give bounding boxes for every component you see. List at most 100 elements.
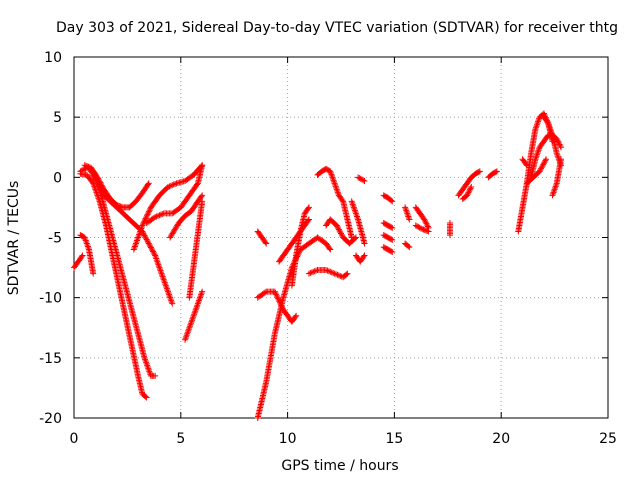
data-point [143, 236, 150, 243]
data-point [406, 216, 413, 223]
data-point [466, 188, 473, 195]
data-point [142, 215, 149, 222]
data-point [335, 226, 342, 233]
series-arc-8 [182, 288, 206, 343]
series-arc-13 [254, 288, 300, 325]
data-point [150, 214, 157, 221]
data-point [98, 188, 105, 195]
data-point [96, 184, 103, 191]
data-point [360, 177, 367, 184]
data-point [292, 313, 299, 320]
data-point [272, 290, 279, 297]
data-point [492, 168, 499, 175]
data-point [416, 224, 423, 231]
data-point [558, 144, 565, 151]
data-point [558, 156, 565, 163]
data-point [554, 137, 561, 144]
series-arc-12 [254, 234, 334, 421]
data-point [145, 240, 152, 247]
data-point [276, 298, 283, 305]
data-point [155, 212, 162, 219]
series-arc-21 [352, 252, 368, 265]
data-point [361, 240, 368, 247]
data-point [313, 267, 320, 274]
data-point [139, 222, 146, 229]
data-point [543, 156, 550, 163]
data-points [71, 110, 565, 421]
data-point [338, 231, 345, 238]
data-point [151, 251, 158, 258]
series-arc-39 [549, 156, 565, 199]
series-arc-33 [459, 183, 475, 202]
data-point [330, 269, 337, 276]
x-tick-label: 15 [385, 431, 403, 447]
x-axis-label: GPS time / hours [281, 458, 398, 474]
series-arc-2 [77, 170, 150, 401]
data-point [170, 181, 177, 188]
y-tick-label: -10 [39, 291, 62, 307]
data-point [164, 183, 171, 190]
data-point [273, 292, 280, 299]
data-point [339, 197, 346, 204]
data-point [172, 180, 179, 187]
data-point [406, 244, 413, 251]
data-point [293, 312, 300, 319]
series-arc-23 [380, 192, 396, 205]
data-point [334, 271, 341, 278]
series-arc-28 [402, 240, 413, 251]
data-point [388, 197, 395, 204]
data-point [93, 177, 100, 184]
data-point [338, 230, 344, 237]
data-point [540, 160, 547, 167]
data-point [467, 185, 474, 192]
data-point [199, 288, 206, 295]
data-point [157, 211, 164, 218]
data-point [142, 233, 149, 240]
data-point [324, 267, 331, 274]
data-point [146, 207, 153, 214]
data-point [475, 168, 482, 175]
data-point [305, 217, 312, 224]
x-tick-label: 20 [492, 431, 510, 447]
series-arc-22 [355, 174, 368, 184]
data-point [544, 118, 551, 125]
data-point [144, 181, 151, 188]
data-point [356, 175, 363, 182]
data-point [310, 268, 317, 275]
data-point [150, 248, 157, 255]
y-axis-label: SDTVAR / TECUs [6, 181, 22, 296]
data-point [541, 158, 548, 165]
x-tick-label: 0 [70, 431, 79, 447]
data-point [468, 183, 475, 190]
data-point [88, 169, 95, 176]
grid [74, 57, 608, 418]
data-point [262, 239, 269, 246]
series-arc-34 [485, 168, 500, 181]
data-point [421, 216, 428, 223]
data-point [538, 165, 545, 172]
series-arc-38 [523, 156, 550, 187]
data-point [542, 157, 549, 164]
data-point [305, 270, 312, 277]
data-point [328, 269, 335, 276]
data-point [388, 224, 395, 231]
data-point [523, 162, 530, 169]
series-arc-40 [519, 156, 530, 169]
data-point [327, 268, 334, 275]
data-point [389, 198, 396, 205]
data-point [539, 162, 546, 169]
data-point [412, 222, 419, 229]
data-point [311, 268, 318, 275]
data-point [274, 294, 281, 301]
data-point [198, 193, 205, 200]
data-point [148, 245, 155, 252]
data-point [90, 173, 97, 180]
data-point [95, 183, 102, 190]
data-point [422, 219, 429, 226]
series-arc-27 [402, 204, 413, 223]
data-point [446, 232, 453, 239]
data-point [156, 212, 163, 219]
data-point [323, 266, 330, 273]
series-arc-29 [412, 204, 432, 231]
data-point [278, 302, 285, 309]
